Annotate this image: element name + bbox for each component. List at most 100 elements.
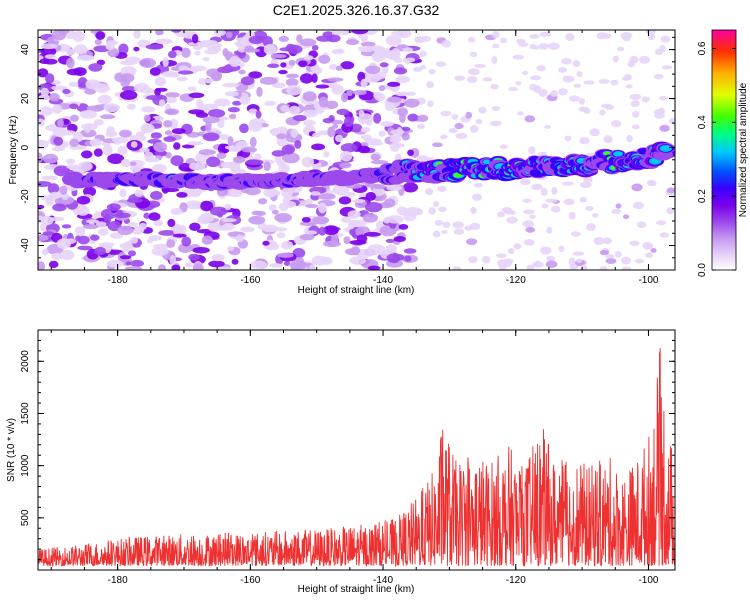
noise-blob xyxy=(126,103,136,110)
noise-blob xyxy=(200,200,214,212)
noise-blob xyxy=(358,110,365,118)
noise-blob xyxy=(358,45,375,53)
colorbar: 0.0 0.2 0.4 0.6 Normalized spectral amplitu… xyxy=(697,29,749,277)
noise-blob xyxy=(155,30,164,36)
colorbar-ticks: 0.0 0.2 0.4 0.6 xyxy=(697,41,736,277)
noise-blob xyxy=(95,31,106,40)
noise-blob xyxy=(228,56,241,67)
noise-blob xyxy=(599,266,608,270)
noise-blob xyxy=(360,41,376,47)
noise-blob xyxy=(76,54,95,61)
noise-blob xyxy=(453,228,465,235)
noise-blob xyxy=(106,203,121,211)
noise-blob xyxy=(659,232,670,238)
noise-blob xyxy=(338,196,352,205)
noise-blob xyxy=(126,197,143,203)
noise-blob xyxy=(288,105,301,115)
noise-blob xyxy=(81,150,93,159)
noise-blob xyxy=(129,165,138,171)
noise-blob xyxy=(244,45,255,53)
noise-blob xyxy=(610,79,619,86)
noise-blob xyxy=(103,213,112,225)
noise-blob xyxy=(568,257,576,266)
noise-blob xyxy=(440,134,448,140)
noise-blob xyxy=(620,32,633,40)
noise-blob xyxy=(158,230,177,236)
noise-blob xyxy=(336,108,350,116)
noise-blob xyxy=(198,78,207,85)
spectrogram-x-tick-label: -160 xyxy=(240,275,260,286)
noise-blob xyxy=(545,255,556,262)
noise-blob xyxy=(532,261,544,268)
noise-blob xyxy=(335,134,344,143)
noise-blob xyxy=(130,236,138,244)
noise-blob xyxy=(560,58,572,65)
noise-blob xyxy=(528,146,536,155)
noise-blob xyxy=(149,67,161,76)
noise-blob xyxy=(57,118,64,128)
noise-blob xyxy=(451,114,459,120)
noise-blob xyxy=(525,226,536,233)
noise-blob xyxy=(625,84,633,89)
noise-blob xyxy=(46,36,55,44)
noise-blob xyxy=(40,87,49,97)
noise-blob xyxy=(182,144,195,149)
noise-blob xyxy=(386,184,402,192)
snr-x-tick-label: -180 xyxy=(108,575,128,586)
noise-blob xyxy=(148,212,161,221)
noise-blob xyxy=(562,75,575,83)
noise-blob xyxy=(154,88,161,96)
noise-blob xyxy=(380,121,394,127)
noise-blob xyxy=(38,118,45,124)
chart-title: C2E1.2025.326.16.37.G32 xyxy=(273,2,440,18)
noise-blob xyxy=(267,63,280,68)
noise-blob xyxy=(167,218,176,228)
noise-blob xyxy=(76,205,90,216)
noise-blob xyxy=(474,63,487,69)
noise-blob xyxy=(151,163,167,173)
noise-blob xyxy=(636,221,647,228)
noise-blob xyxy=(327,77,344,82)
noise-blob xyxy=(503,258,514,264)
noise-blob xyxy=(373,112,382,124)
noise-blob xyxy=(340,216,352,223)
noise-blob xyxy=(431,142,443,148)
noise-blob xyxy=(268,204,277,211)
noise-blob xyxy=(394,91,409,97)
noise-blob xyxy=(629,93,642,100)
noise-blob xyxy=(318,193,336,200)
noise-blob xyxy=(163,120,173,128)
noise-blob xyxy=(413,66,423,72)
noise-blob xyxy=(302,91,317,102)
noise-blob xyxy=(610,208,622,214)
noise-blob xyxy=(262,240,270,246)
noise-blob xyxy=(469,51,478,58)
noise-blob xyxy=(207,221,221,232)
noise-blob xyxy=(551,205,561,213)
noise-blob xyxy=(658,107,665,114)
noise-blob xyxy=(94,83,110,93)
noise-blob xyxy=(125,261,132,266)
noise-blob xyxy=(259,76,278,85)
noise-blob xyxy=(634,258,645,264)
noise-blob xyxy=(311,143,326,151)
snr-x-tick-label: -160 xyxy=(240,575,260,586)
noise-blob xyxy=(74,226,86,237)
noise-blob xyxy=(529,214,536,219)
noise-blob xyxy=(119,255,132,260)
noise-blob xyxy=(518,42,529,47)
noise-blob xyxy=(51,30,67,41)
noise-blob xyxy=(586,223,596,232)
noise-blob xyxy=(84,88,96,95)
noise-blob xyxy=(134,189,144,197)
noise-blob xyxy=(630,100,640,108)
noise-blob xyxy=(162,57,169,67)
noise-blob xyxy=(395,143,405,148)
noise-blob xyxy=(139,58,157,68)
noise-blob xyxy=(454,122,464,130)
noise-blob xyxy=(304,230,318,235)
noise-blob xyxy=(79,109,98,119)
noise-blob xyxy=(599,109,606,116)
noise-blob xyxy=(541,203,549,209)
noise-blob xyxy=(520,178,531,186)
